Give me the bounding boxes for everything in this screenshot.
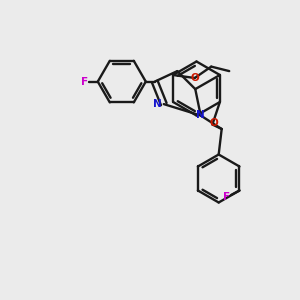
Text: O: O (190, 73, 199, 83)
Text: O: O (210, 118, 219, 128)
Text: F: F (223, 191, 230, 202)
Text: F: F (81, 76, 88, 87)
Text: N: N (196, 110, 205, 121)
Text: N: N (153, 99, 162, 109)
